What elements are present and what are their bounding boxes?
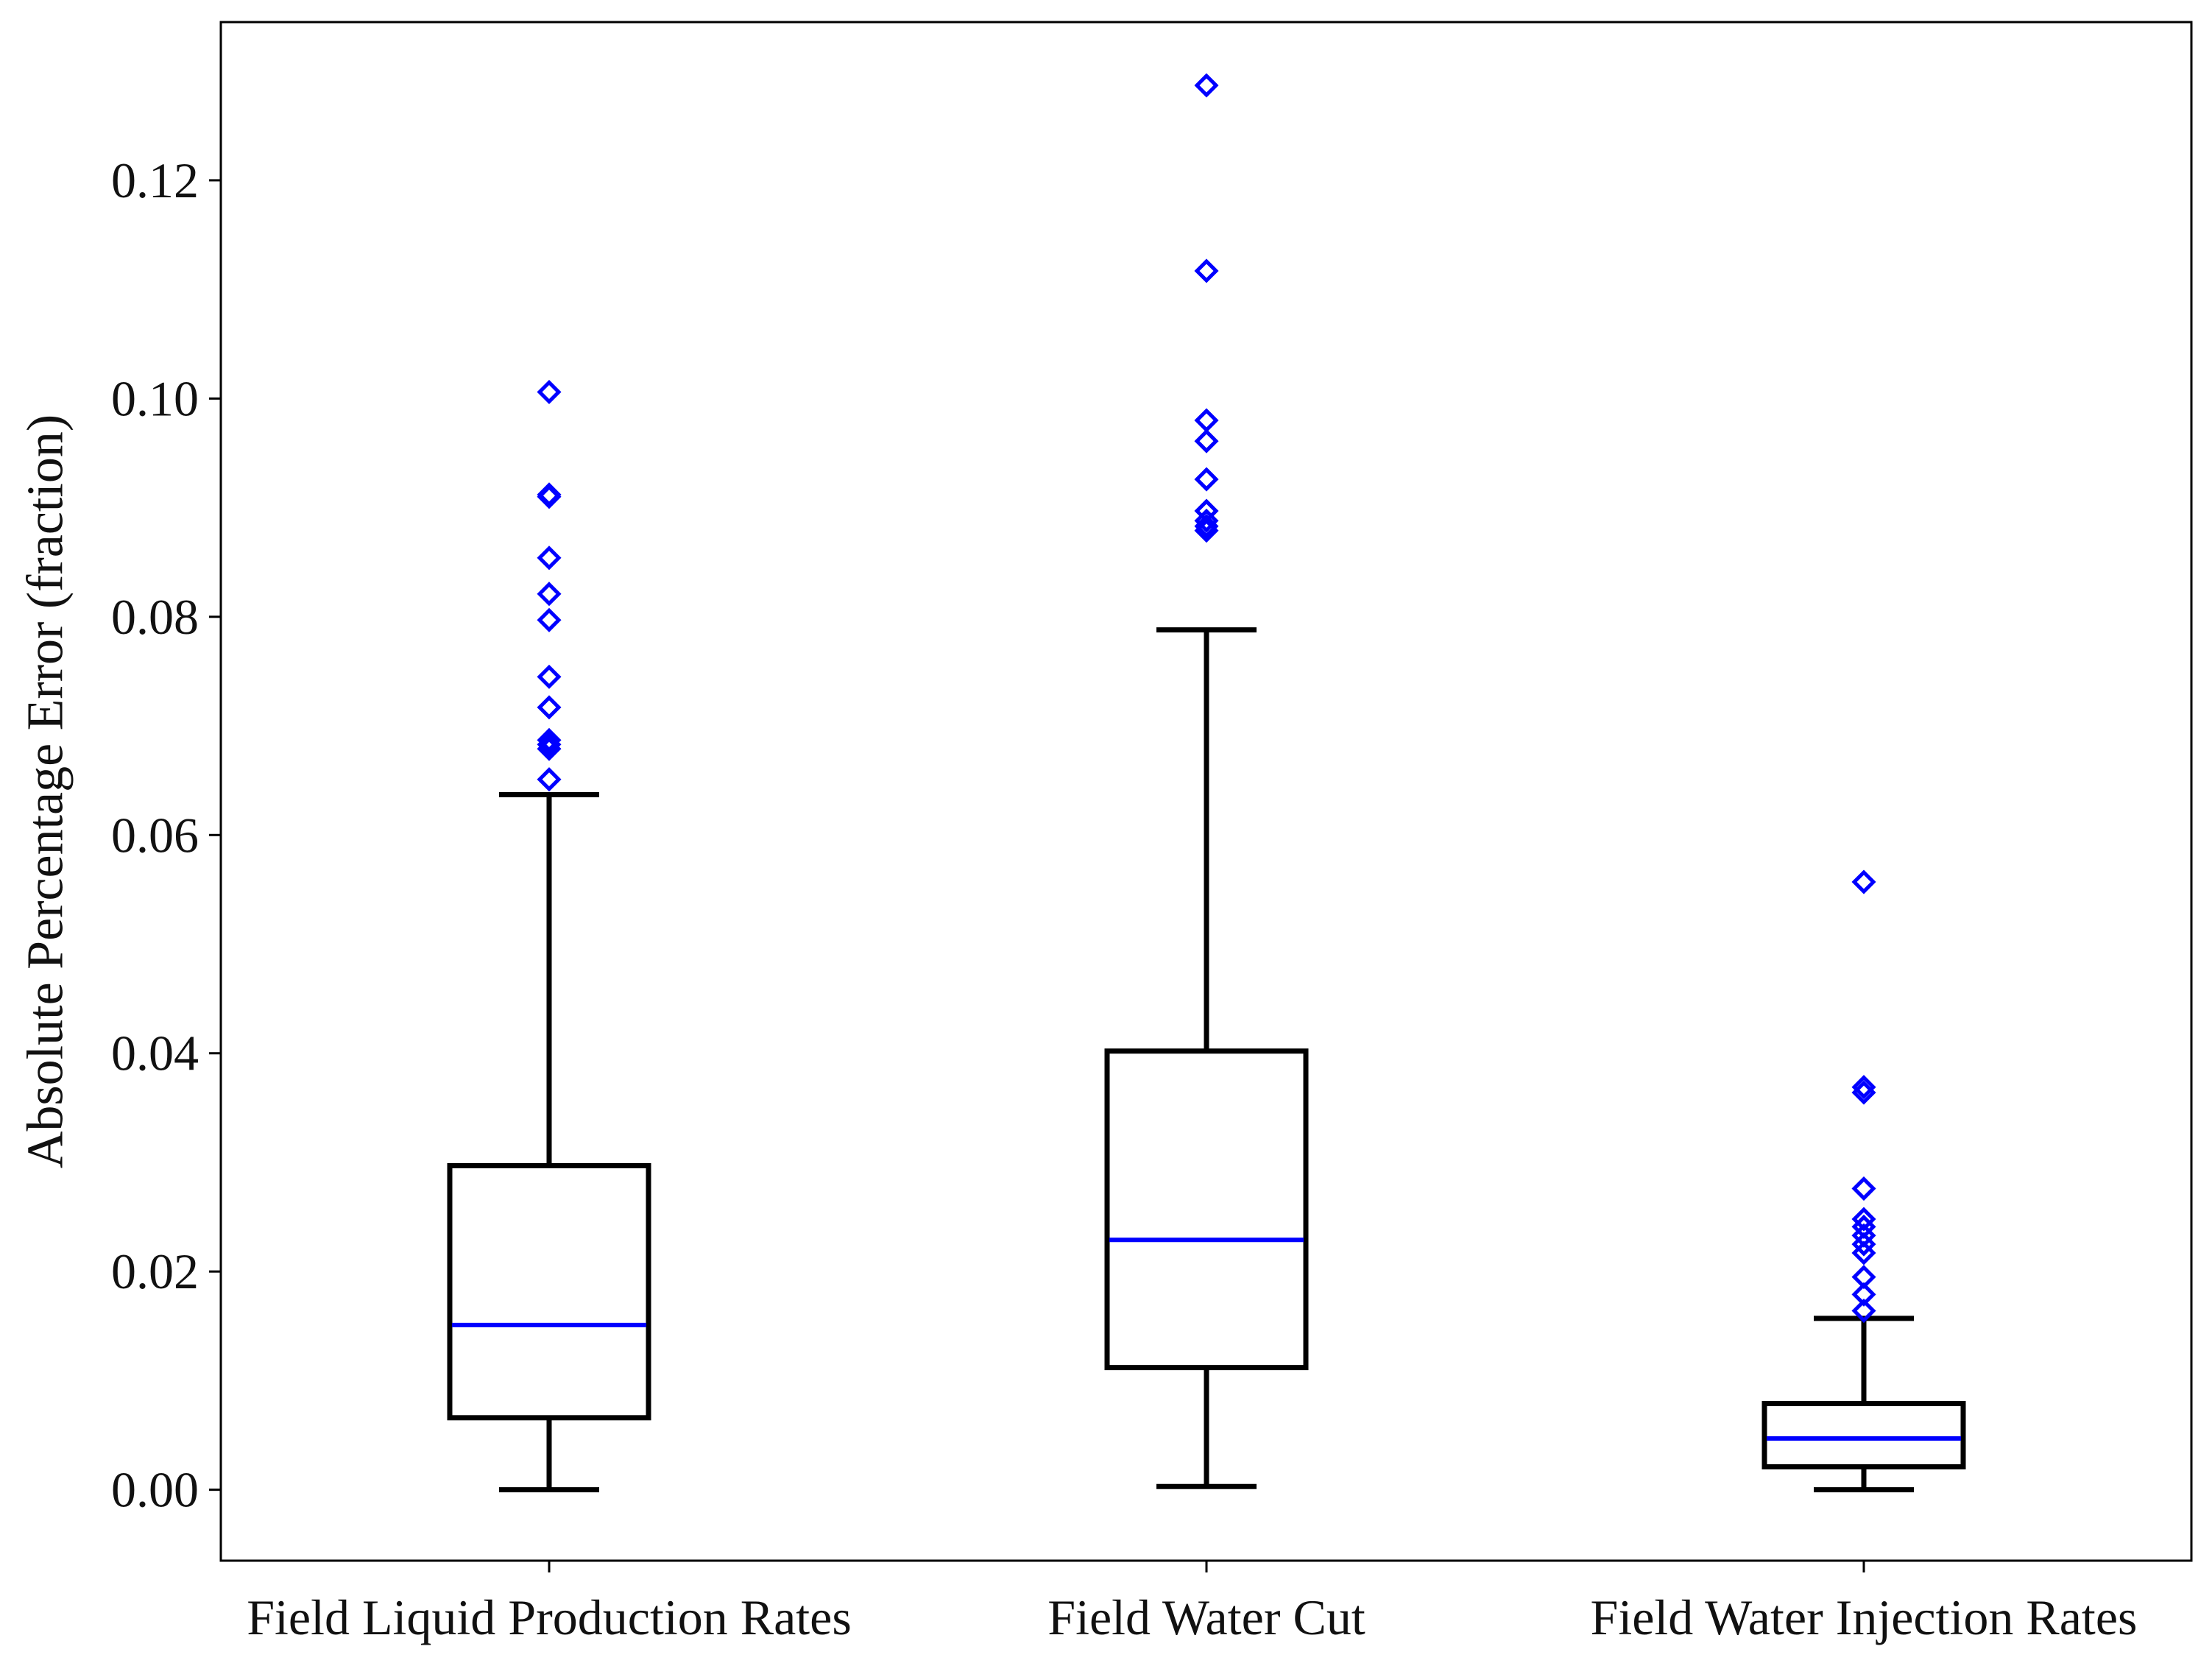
outlier-point (1851, 1240, 1876, 1265)
iqr-box (447, 1162, 651, 1421)
outlier-point (1194, 408, 1219, 433)
y-tick-label: 0.06 (111, 807, 199, 863)
boxes-layer (447, 627, 1966, 1493)
y-tick-label: 0.08 (111, 589, 199, 645)
outlier-point (1851, 1282, 1876, 1307)
box-group (447, 791, 651, 1493)
outlier-point (1194, 508, 1219, 533)
outlier-point (1851, 1207, 1876, 1232)
iqr-box (1762, 1401, 1966, 1470)
outlier-point (1851, 1176, 1876, 1201)
y-tick-label: 0.02 (111, 1243, 199, 1299)
outlier-point (537, 727, 562, 752)
y-axis-title: Absolute Percentage Error (fraction) (18, 414, 74, 1168)
y-tick-label: 0.12 (111, 152, 199, 208)
outlier-point (1194, 518, 1219, 543)
box-group (1762, 1316, 1966, 1493)
outlier-point (537, 732, 562, 757)
outlier-point (537, 695, 562, 720)
outlier-point (537, 484, 562, 509)
x-category-label: Field Water Cut (1047, 1589, 1365, 1645)
axes-layer: 0.00 0.02 0.04 0.06 0.08 0.10 0.12 Absolute Per… (18, 152, 2138, 1645)
outlier-point (537, 379, 562, 405)
y-tick-label: 0.04 (111, 1025, 199, 1081)
outlier-point (1851, 869, 1876, 894)
outlier-point (1851, 1232, 1876, 1257)
outlier-point (537, 736, 562, 761)
outlier-point (537, 582, 562, 607)
outlier-point (1194, 258, 1219, 283)
y-tick-label: 0.00 (111, 1462, 199, 1518)
outlier-point (1851, 1075, 1876, 1100)
x-category-label: Field Water Injection Rates (1591, 1589, 2138, 1645)
outlier-point (1851, 1299, 1876, 1324)
outlier-point (537, 607, 562, 632)
outlier-point (537, 545, 562, 571)
outlier-point (1194, 73, 1219, 98)
box-group (1104, 627, 1309, 1489)
outlier-point (1194, 467, 1219, 492)
outlier-point (1851, 1080, 1876, 1105)
outlier-point (1194, 428, 1219, 453)
y-tick-label: 0.10 (111, 370, 199, 426)
outlier-point (1194, 514, 1219, 539)
outlier-point (537, 767, 562, 792)
iqr-box (1104, 1048, 1309, 1371)
x-category-label: Field Liquid Production Rates (247, 1589, 852, 1645)
outliers-layer (537, 73, 1876, 1324)
outlier-point (537, 664, 562, 689)
